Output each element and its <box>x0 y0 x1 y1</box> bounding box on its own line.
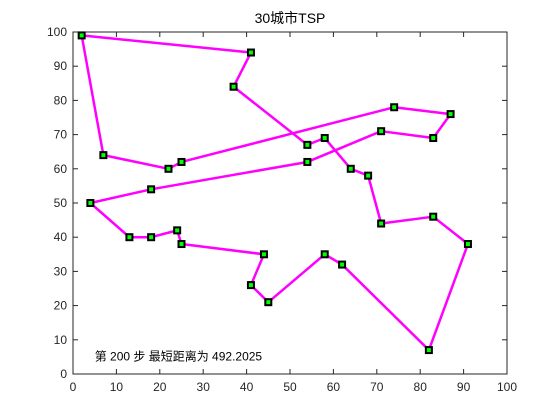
city-marker <box>429 212 438 221</box>
city-marker <box>177 240 186 249</box>
city-marker <box>429 134 438 143</box>
city-marker <box>99 151 108 160</box>
city-marker <box>303 140 312 149</box>
city-marker <box>147 233 156 242</box>
city-marker <box>259 250 268 259</box>
city-marker <box>147 185 156 194</box>
y-tick-label: 100 <box>47 25 67 39</box>
y-tick-label: 10 <box>54 333 68 347</box>
y-tick-label: 70 <box>54 128 68 142</box>
x-tick-label: 100 <box>497 380 517 394</box>
y-tick-label: 20 <box>54 299 68 313</box>
y-axis-ticks: 0 10 20 30 40 50 60 70 80 90 100 <box>47 25 507 381</box>
city-marker <box>346 164 355 173</box>
x-tick-label: 70 <box>370 380 384 394</box>
city-marker <box>86 199 95 207</box>
x-axis-ticks: 0 10 20 30 40 50 60 70 80 90 100 <box>70 32 517 394</box>
city-marker <box>364 171 373 180</box>
x-tick-label: 20 <box>153 380 167 394</box>
city-marker <box>77 31 86 40</box>
iteration-distance-annotation: 第 200 步 最短距离为 492.2025 <box>95 348 263 363</box>
city-marker <box>246 281 255 290</box>
y-tick-label: 80 <box>54 93 68 107</box>
y-tick-label: 90 <box>54 59 68 73</box>
city-marker <box>164 164 173 173</box>
x-tick-label: 90 <box>457 380 471 394</box>
city-markers <box>77 31 472 355</box>
city-marker <box>303 157 312 166</box>
x-tick-label: 50 <box>283 380 297 394</box>
y-tick-label: 0 <box>60 367 67 381</box>
city-marker <box>377 219 386 228</box>
city-marker <box>177 157 186 166</box>
y-tick-label: 30 <box>54 264 68 278</box>
city-marker <box>463 240 472 249</box>
x-tick-label: 60 <box>327 380 341 394</box>
plot-area <box>72 31 508 375</box>
x-tick-label: 40 <box>240 380 254 394</box>
city-marker <box>320 250 329 259</box>
x-tick-label: 30 <box>197 380 211 394</box>
x-tick-label: 80 <box>414 380 428 394</box>
y-tick-label: 40 <box>54 230 68 244</box>
city-marker <box>125 233 134 242</box>
city-marker <box>264 298 273 307</box>
city-marker <box>320 134 329 143</box>
x-tick-label: 0 <box>70 380 77 394</box>
city-marker <box>377 127 386 136</box>
city-marker <box>246 48 255 57</box>
chart-title: 30城市TSP <box>255 10 326 26</box>
city-marker <box>229 82 238 91</box>
y-tick-label: 50 <box>54 196 68 210</box>
city-marker <box>173 226 182 235</box>
y-tick-label: 60 <box>54 162 68 176</box>
city-marker <box>424 346 433 355</box>
city-marker <box>446 110 455 119</box>
x-tick-label: 10 <box>110 380 124 394</box>
city-marker <box>338 260 347 269</box>
city-marker <box>390 103 399 112</box>
